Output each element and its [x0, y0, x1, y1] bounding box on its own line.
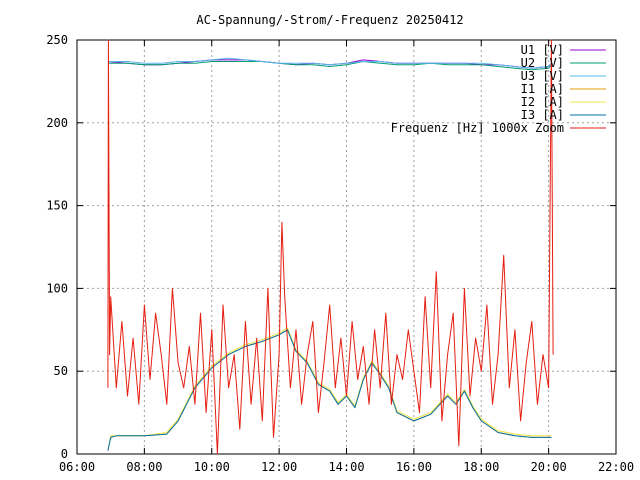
x-tick-label: 08:00 [126, 460, 162, 474]
x-tick-label: 18:00 [463, 460, 499, 474]
x-tick-label: 12:00 [261, 460, 297, 474]
x-tick-label: 06:00 [59, 460, 95, 474]
series-line-7 [107, 39, 554, 455]
x-tick-label: 14:00 [328, 460, 364, 474]
plot-border [76, 39, 617, 455]
x-tick-label: 10:00 [194, 460, 230, 474]
legend-label: I1 [A] [521, 82, 564, 96]
legend: U1 [V]U2 [V]U3 [V]I1 [A]I2 [A]I3 [A]Freq… [391, 43, 606, 135]
x-tick-label: 16:00 [396, 460, 432, 474]
y-tick-label: 100 [46, 281, 68, 295]
grid [77, 40, 616, 454]
axes: 06:00 08:00 10:00 12:00 14:00 16:00 18:00 20:00… [46, 33, 634, 474]
legend-label: I2 [A] [521, 95, 564, 109]
y-tick-label: 0 [61, 447, 68, 461]
legend-label: U3 [V] [521, 69, 564, 83]
series-line-3 [107, 57, 552, 69]
chart-title: AC-Spannung/-Strom/-Frequenz 20250412 [196, 13, 463, 27]
x-tick-label: 20:00 [531, 460, 567, 474]
series-lines [107, 39, 554, 455]
y-tick-label: 50 [54, 364, 68, 378]
legend-label: Frequenz [Hz] 1000x Zoom [391, 121, 564, 135]
y-tick-label: 250 [46, 33, 68, 47]
series-line-2 [107, 61, 552, 71]
y-tick-label: 200 [46, 116, 68, 130]
legend-label: U1 [V] [521, 43, 564, 57]
y-tick-label: 150 [46, 199, 68, 213]
legend-label: U2 [V] [521, 56, 564, 70]
legend-label: I3 [A] [521, 108, 564, 122]
x-tick-label: 22:00 [598, 460, 634, 474]
